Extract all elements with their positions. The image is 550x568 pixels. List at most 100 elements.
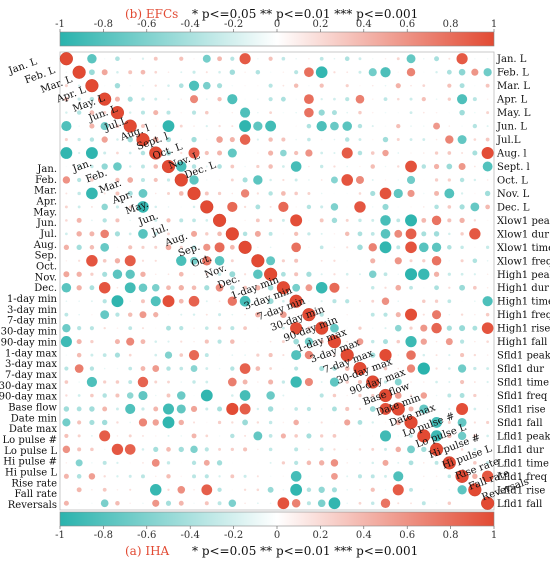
correlation-dot xyxy=(468,483,482,497)
correlation-dot xyxy=(369,406,376,412)
correlation-dot xyxy=(290,471,302,482)
correlation-dot xyxy=(90,164,94,169)
correlation-dot xyxy=(481,496,495,510)
correlation-dot xyxy=(486,380,489,384)
iha-row-label: Jul. xyxy=(39,229,57,240)
correlation-dot xyxy=(294,191,298,196)
correlation-dot xyxy=(280,433,286,439)
correlation-dot xyxy=(154,380,158,384)
correlation-dot xyxy=(239,390,251,401)
correlation-dot xyxy=(114,352,121,358)
correlation-dot xyxy=(190,405,198,413)
correlation-dot xyxy=(333,165,336,168)
correlation-dot xyxy=(382,203,389,210)
correlation-dot xyxy=(230,164,235,169)
correlation-dot xyxy=(469,228,481,240)
correlation-dot xyxy=(229,244,235,250)
correlation-dot xyxy=(180,151,183,155)
correlation-dot xyxy=(396,57,400,61)
correlation-dot xyxy=(113,162,122,171)
correlation-dot xyxy=(447,433,452,439)
iha-row-label: Reversals xyxy=(8,500,57,511)
correlation-dot xyxy=(359,300,361,303)
efc-row-label: High1 freq xyxy=(497,310,550,321)
correlation-dot xyxy=(447,151,452,155)
correlation-dot xyxy=(231,462,234,464)
iha-row-label: 3-day max xyxy=(5,359,57,370)
correlation-dot xyxy=(142,488,144,491)
correlation-dot xyxy=(103,340,106,343)
correlation-dot xyxy=(138,390,148,401)
correlation-dot xyxy=(256,502,259,505)
correlation-dot xyxy=(332,366,337,371)
correlation-dot xyxy=(435,502,438,505)
correlation-dot xyxy=(116,475,119,478)
correlation-dot xyxy=(461,502,463,505)
correlation-dot xyxy=(161,159,176,174)
correlation-dot xyxy=(205,232,209,236)
correlation-dot xyxy=(308,57,310,60)
correlation-dot xyxy=(460,339,465,344)
correlation-dot xyxy=(393,471,404,482)
correlation-dot xyxy=(140,474,145,479)
correlation-dot xyxy=(140,150,146,156)
correlation-dot xyxy=(290,214,303,227)
correlation-dot xyxy=(379,430,392,442)
correlation-dot xyxy=(346,246,349,249)
correlation-dot xyxy=(330,176,338,184)
correlation-dot xyxy=(205,407,209,411)
correlation-dot xyxy=(192,218,196,223)
correlation-dot xyxy=(358,448,362,451)
correlation-dot xyxy=(230,56,235,61)
correlation-dot xyxy=(380,215,391,226)
correlation-dot xyxy=(341,147,353,159)
correlation-dot xyxy=(115,205,120,209)
colorbar-tick-label: 0.4 xyxy=(356,530,372,541)
correlation-dot xyxy=(269,367,273,370)
correlation-dot xyxy=(358,407,362,411)
correlation-dot xyxy=(422,111,425,114)
correlation-dot xyxy=(486,125,489,128)
correlation-dot xyxy=(293,83,299,88)
correlation-dot xyxy=(346,206,349,208)
correlation-dot xyxy=(244,84,246,87)
efc-row-label: Oct. L xyxy=(497,175,528,186)
correlation-dot xyxy=(205,272,209,276)
correlation-dot xyxy=(459,177,465,183)
colorbar-tick-label: -0.4 xyxy=(181,19,200,30)
iha-row-label: Oct. xyxy=(36,262,57,273)
correlation-dot xyxy=(294,150,299,156)
correlation-dot xyxy=(280,96,286,102)
correlation-dot xyxy=(256,138,259,141)
correlation-dot xyxy=(64,96,69,102)
correlation-dot xyxy=(200,200,214,214)
correlation-dot xyxy=(329,282,340,293)
correlation-dot xyxy=(63,473,69,479)
correlation-dot xyxy=(217,191,222,196)
correlation-dot xyxy=(62,176,71,184)
correlation-dot xyxy=(295,138,297,141)
iha-row-label: Jan. xyxy=(36,164,57,175)
correlation-dot xyxy=(371,98,374,100)
correlation-dot xyxy=(460,313,464,316)
correlation-dot xyxy=(140,366,146,371)
correlation-dot xyxy=(320,421,323,424)
correlation-dot xyxy=(193,125,195,127)
correlation-dot xyxy=(214,256,225,266)
correlation-dot xyxy=(65,111,68,114)
correlation-dot xyxy=(142,461,144,464)
correlation-dot xyxy=(448,313,451,316)
colorbar-tick-label: -1 xyxy=(55,19,65,30)
correlation-dot xyxy=(152,499,160,507)
correlation-dot xyxy=(166,447,171,452)
correlation-dot xyxy=(244,219,246,222)
correlation-dot xyxy=(295,57,297,60)
correlation-dot xyxy=(330,323,339,333)
correlation-dot xyxy=(448,381,451,384)
iha-row-label: 3-day min xyxy=(7,305,58,316)
correlation-dot xyxy=(217,96,222,102)
correlation-dot xyxy=(315,282,328,294)
correlation-dot xyxy=(205,300,208,303)
correlation-dot xyxy=(141,164,145,169)
correlation-dot xyxy=(294,407,298,411)
